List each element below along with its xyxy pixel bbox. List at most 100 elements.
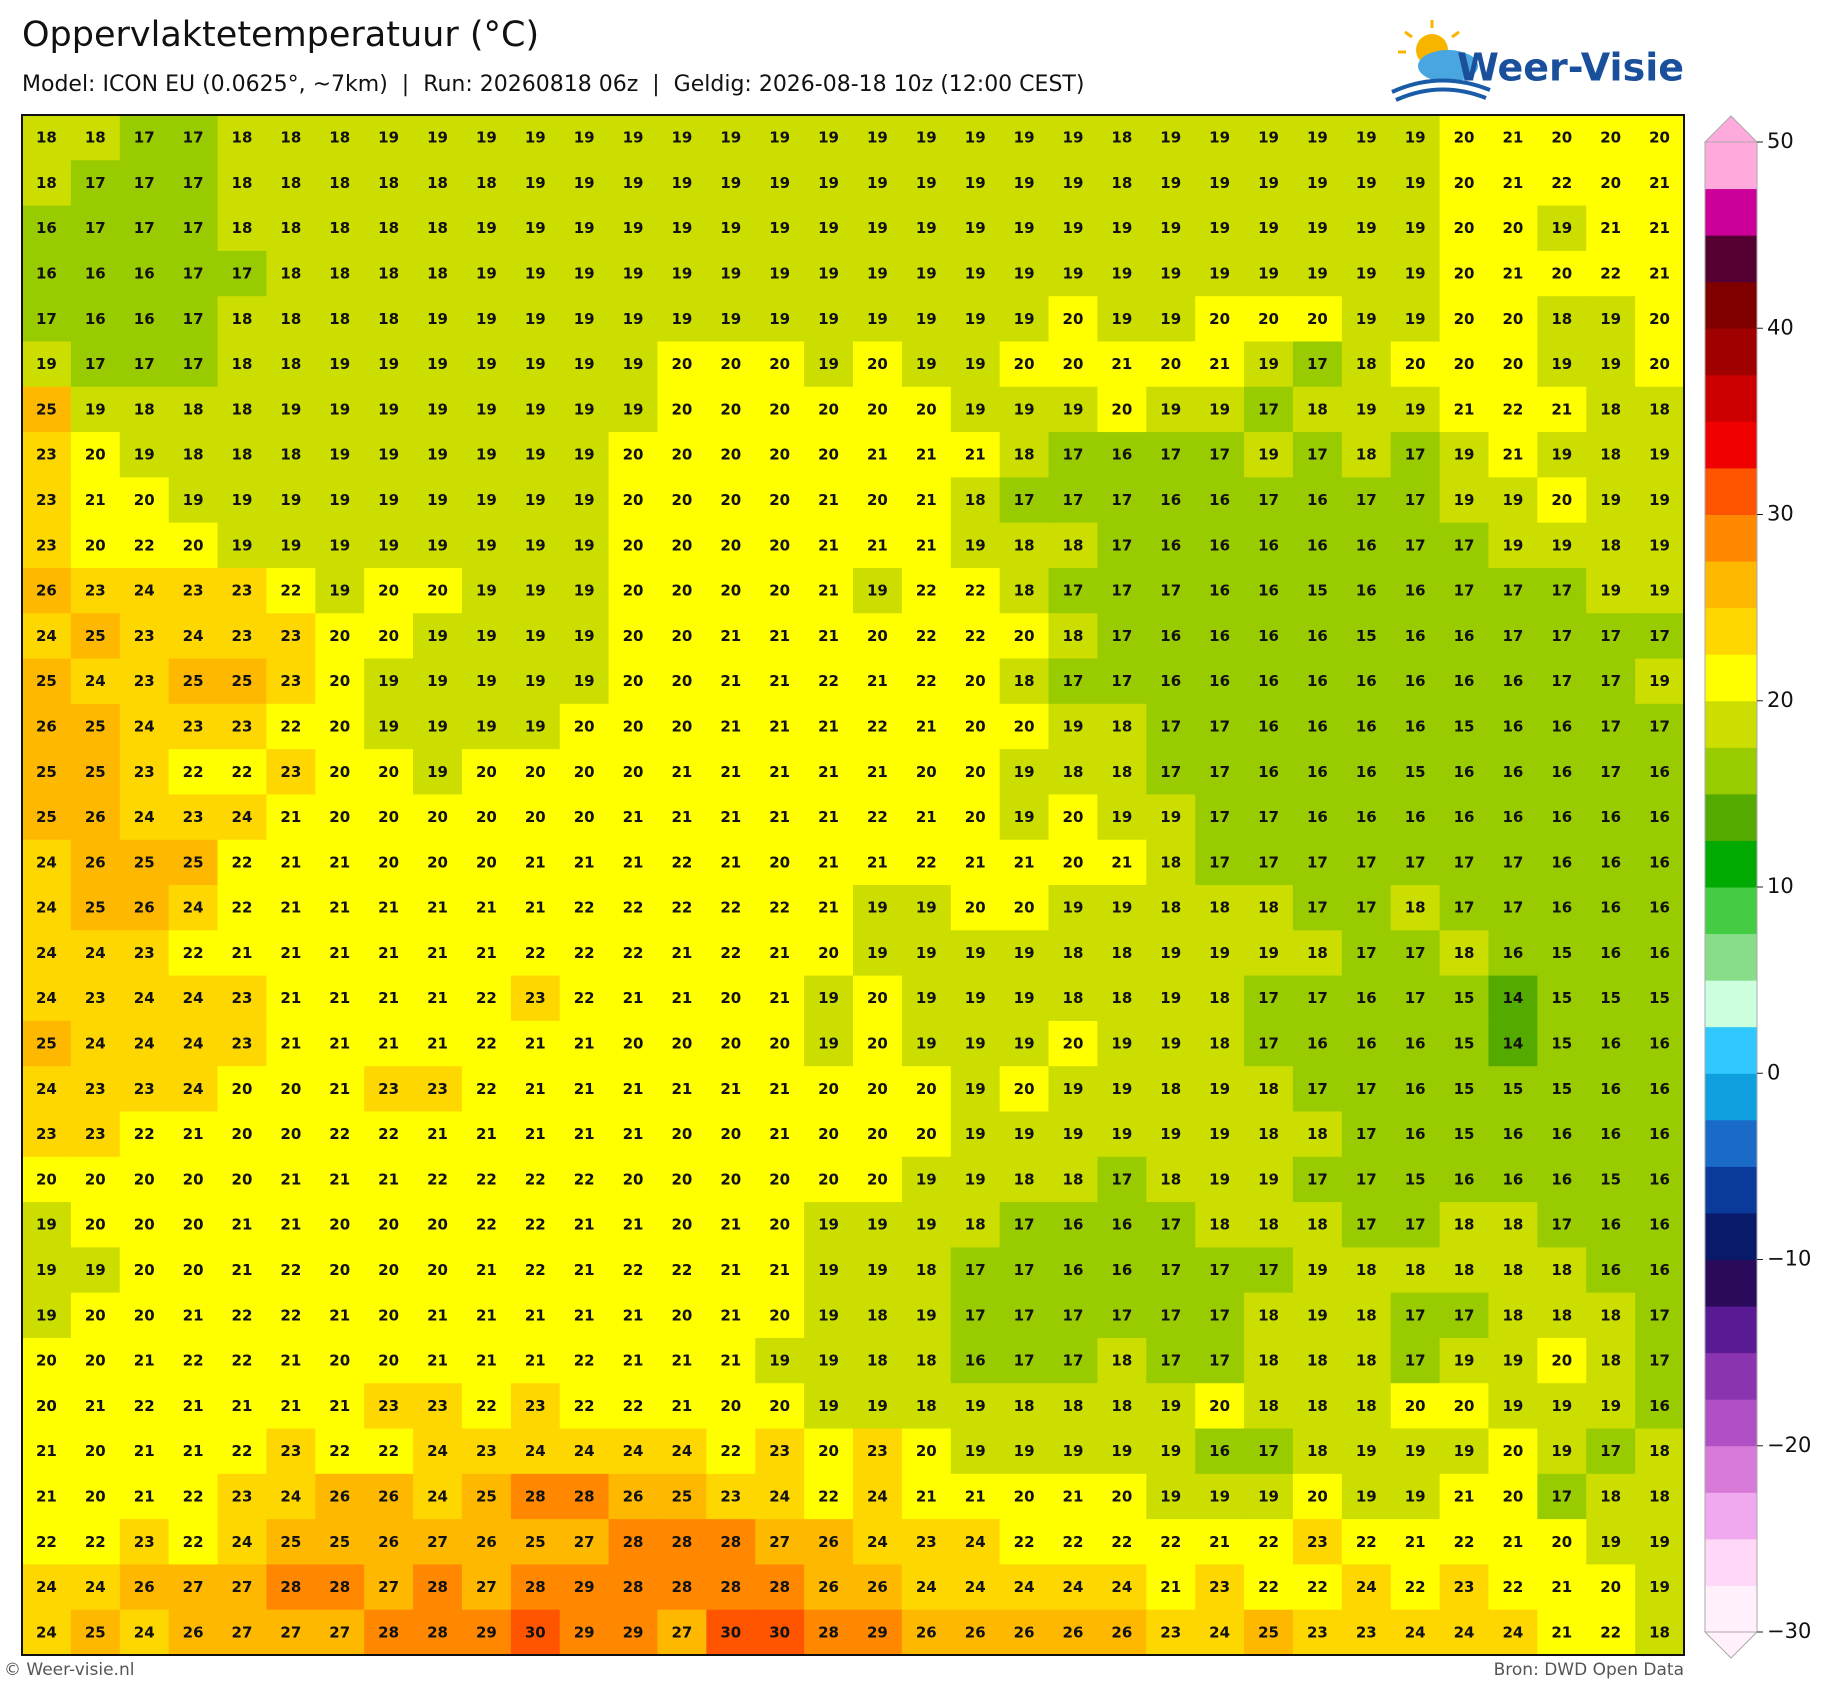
temperature-label: 21: [720, 672, 741, 690]
temperature-cell: [1195, 115, 1245, 161]
temperature-label: 19: [525, 400, 546, 418]
temperature-label: 21: [720, 763, 741, 781]
temperature-label: 19: [867, 1397, 888, 1415]
temperature-label: 19: [574, 536, 595, 554]
temperature-cell: [657, 975, 707, 1022]
temperature-label: 19: [818, 1306, 839, 1324]
temperature-cell: [1244, 839, 1294, 886]
temperature-label: 19: [1209, 129, 1230, 147]
temperature-label: 20: [671, 1306, 692, 1324]
temperature-label: 21: [329, 1080, 350, 1098]
temperature-label: 16: [1307, 536, 1328, 554]
temperature-cell: [1048, 160, 1098, 207]
temperature-label: 16: [1600, 853, 1621, 871]
temperature-cell: [510, 1202, 561, 1248]
temperature-label: 22: [1600, 1623, 1621, 1641]
temperature-label: 16: [1307, 1035, 1328, 1053]
temperature-label: 21: [965, 446, 986, 464]
temperature-cell: [1244, 658, 1294, 705]
temperature-cell: [1635, 703, 1685, 750]
temperature-cell: [1537, 115, 1587, 161]
temperature-label: 19: [867, 1261, 888, 1279]
temperature-cell: [950, 1111, 1001, 1158]
temperature-cell: [1537, 1428, 1587, 1475]
temperature-label: 21: [280, 1035, 301, 1053]
temperature-label: 20: [1160, 355, 1181, 373]
title: Oppervlaktetemperatuur (°C): [22, 15, 539, 55]
temperature-cell: [1537, 1111, 1587, 1158]
temperature-label: 19: [574, 265, 595, 283]
temperature-label: 17: [183, 310, 204, 328]
temperature-cell: [657, 250, 707, 297]
temperature-cell: [901, 341, 952, 388]
temperature-cell: [119, 205, 170, 252]
temperature-cell: [1292, 1428, 1343, 1475]
temperature-cell: [70, 477, 121, 524]
temperature-label: 19: [1014, 310, 1035, 328]
temperature-cell: [413, 794, 463, 841]
temperature-label: 24: [134, 989, 155, 1007]
temperature-cell: [1537, 794, 1587, 841]
temperature-cell: [706, 341, 756, 388]
temperature-cell: [755, 341, 805, 388]
temperature-cell: [168, 115, 219, 161]
temperature-label: 21: [476, 1261, 497, 1279]
temperature-cell: [999, 1111, 1050, 1158]
temperature-cell: [70, 1066, 121, 1112]
colorbar-band: [1705, 188, 1757, 236]
map-frame: [21, 114, 1685, 1656]
temperature-label: 17: [134, 129, 155, 147]
temperature-cell: [755, 1202, 805, 1248]
temperature-cell: [1537, 613, 1587, 660]
temperature-cell: [901, 839, 952, 886]
temperature-label: 24: [134, 717, 155, 735]
temperature-cell: [70, 250, 121, 297]
temperature-cell: [1390, 205, 1441, 252]
temperature-cell: [70, 522, 121, 569]
temperature-label: 20: [769, 446, 790, 464]
temperature-label: 16: [1307, 627, 1328, 645]
temperature-cell: [901, 1609, 952, 1656]
temperature-label: 19: [525, 355, 546, 373]
temperature-cell: [950, 1428, 1001, 1475]
temperature-cell: [364, 567, 414, 614]
temperature-cell: [364, 432, 414, 478]
temperature-cell: [853, 1066, 903, 1112]
temperature-cell: [413, 839, 463, 886]
colorbar-tick-label: 20: [1767, 688, 1794, 712]
temperature-cell: [1195, 341, 1245, 388]
temperature-label: 18: [134, 400, 155, 418]
colorbar-band: [1705, 1073, 1757, 1121]
temperature-label: 20: [769, 582, 790, 600]
temperature-label: 20: [329, 1216, 350, 1234]
temperature-label: 17: [1405, 1306, 1426, 1324]
temperature-label: 18: [1160, 899, 1181, 917]
temperature-label: 16: [1160, 672, 1181, 690]
temperature-label: 16: [1111, 1261, 1132, 1279]
temperature-cell: [461, 1292, 512, 1339]
temperature-label: 23: [134, 763, 155, 781]
temperature-cell: [559, 1247, 610, 1294]
temperature-label: 20: [916, 1442, 937, 1460]
temperature-label: 22: [1502, 400, 1523, 418]
temperature-label: 20: [1405, 355, 1426, 373]
temperature-cell: [1048, 794, 1098, 841]
temperature-label: 19: [329, 536, 350, 554]
temperature-cell: [510, 1111, 561, 1158]
temperature-cell: [999, 1156, 1050, 1203]
temperature-cell: [755, 703, 805, 750]
temperature-cell: [1537, 1337, 1587, 1384]
temperature-cell: [804, 1292, 854, 1339]
temperature-cell: [804, 1428, 854, 1475]
temperature-label: 18: [1258, 1397, 1279, 1415]
temperature-cell: [608, 115, 658, 161]
temperature-label: 16: [1356, 1035, 1377, 1053]
temperature-cell: [706, 296, 756, 342]
temperature-label: 17: [1258, 1261, 1279, 1279]
temperature-cell: [1292, 477, 1343, 524]
temperature-cell: [657, 1519, 707, 1565]
temperature-cell: [1048, 1609, 1098, 1656]
temperature-label: 19: [818, 989, 839, 1007]
temperature-label: 17: [1014, 1261, 1035, 1279]
